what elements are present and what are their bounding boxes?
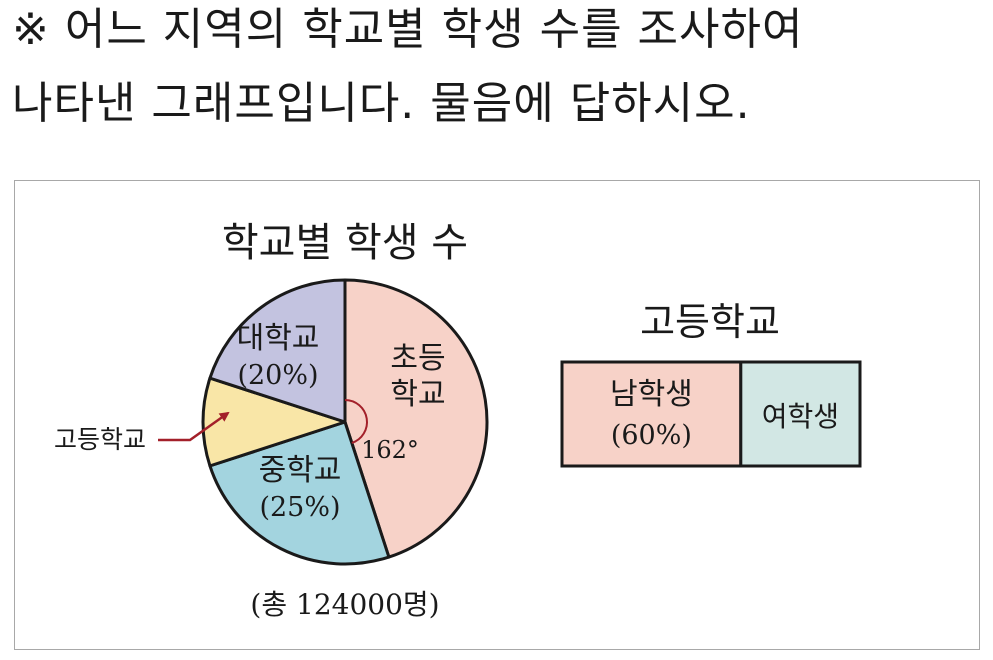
- pie-slice-4: [208, 278, 347, 424]
- bar-segments: 남학생 (60%) 여학생: [560, 360, 862, 468]
- angle-annotation: 162°: [361, 436, 419, 464]
- bar-title: 고등학교: [640, 300, 780, 344]
- figure-frame: [14, 180, 980, 650]
- bar-segment-label-1: 남학생: [610, 377, 693, 412]
- pie-slice-label-2-line-1: 중학교: [259, 453, 342, 488]
- pie-title: 학교별 학생 수: [222, 220, 468, 266]
- prompt-line-2: 나타낸 그래프입니다. 물음에 답하시오.: [12, 78, 751, 129]
- pie-slice-2: [208, 420, 391, 566]
- pie-slice-label-1-line-2: 학교: [390, 377, 445, 412]
- pie-slice-3: [201, 376, 347, 468]
- bar-segment-label-2: 여학생: [762, 400, 839, 433]
- bar-segment-1: [560, 360, 743, 468]
- pie-slice-1: [343, 278, 489, 559]
- pie-total-label: (총 124000명): [250, 588, 439, 621]
- pie-slice-percent-2: (25%): [259, 492, 340, 523]
- angle-arc-marker: [344, 399, 368, 444]
- prompt-line-1: ※ 어느 지역의 학교별 학생 수를 조사하여: [12, 4, 804, 55]
- pie-slice-label-4-line-1: 대학교: [237, 321, 320, 356]
- bar-segment-2: [739, 360, 862, 468]
- pointer-arrow: [158, 411, 230, 442]
- pie-slices: [201, 278, 489, 566]
- pie-slice-percent-4: (20%): [237, 360, 318, 391]
- pie-slice-label-1-line-1: 초등: [390, 341, 445, 376]
- bar-segment-percent-1: (60%): [611, 420, 692, 451]
- pie-external-label-high-school: 고등학교: [54, 425, 146, 454]
